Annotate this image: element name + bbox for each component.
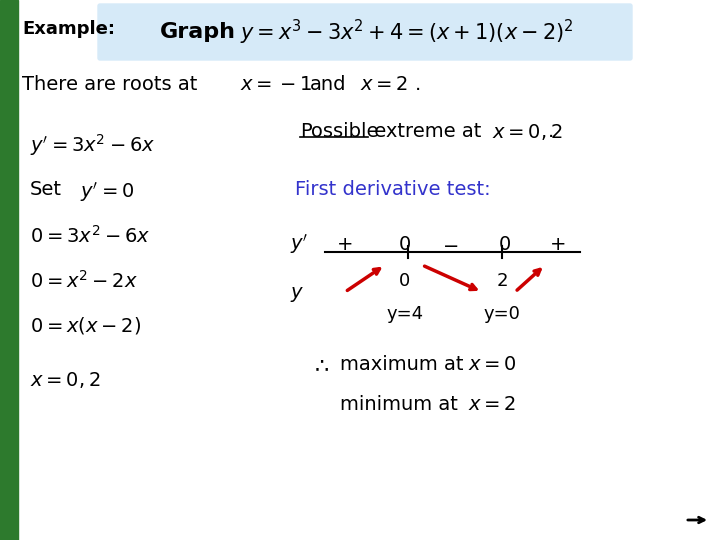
Text: 0: 0 — [399, 235, 411, 254]
Text: +: + — [337, 235, 354, 254]
Text: $y' = 3x^2 - 6x$: $y' = 3x^2 - 6x$ — [30, 132, 156, 158]
Text: $x = 0, 2$: $x = 0, 2$ — [30, 370, 101, 390]
Text: 2: 2 — [496, 272, 508, 290]
Text: and: and — [310, 75, 346, 94]
Text: y=4: y=4 — [387, 305, 423, 323]
Text: maximum at: maximum at — [340, 355, 464, 374]
Text: $y' = 0$: $y' = 0$ — [80, 180, 134, 204]
Text: 0: 0 — [400, 272, 410, 290]
Text: Possible: Possible — [300, 122, 379, 141]
Text: $x = 0$: $x = 0$ — [468, 355, 517, 374]
Text: .: . — [415, 75, 421, 94]
Text: y=0: y=0 — [484, 305, 521, 323]
Text: 0: 0 — [499, 235, 511, 254]
Text: $x = -1$: $x = -1$ — [240, 75, 312, 94]
Text: +: + — [550, 235, 566, 254]
FancyBboxPatch shape — [98, 4, 632, 60]
Text: $0 = x^2 - 2x$: $0 = x^2 - 2x$ — [30, 270, 138, 292]
Text: minimum at: minimum at — [340, 395, 458, 414]
Text: $x = 0, 2$: $x = 0, 2$ — [492, 122, 563, 142]
Text: extreme at: extreme at — [368, 122, 482, 141]
Text: $0 = x(x-2)$: $0 = x(x-2)$ — [30, 315, 141, 336]
Text: Graph: Graph — [160, 22, 236, 42]
Text: First derivative test:: First derivative test: — [295, 180, 490, 199]
Text: $y'$: $y'$ — [290, 232, 308, 256]
Text: $y = x^3 - 3x^2 + 4 = (x+1)(x-2)^2$: $y = x^3 - 3x^2 + 4 = (x+1)(x-2)^2$ — [240, 17, 574, 46]
Text: $y$: $y$ — [290, 285, 305, 304]
Bar — [0, 0, 18, 540]
Text: $x = 2$: $x = 2$ — [360, 75, 408, 94]
Text: $0 = 3x^2 - 6x$: $0 = 3x^2 - 6x$ — [30, 225, 150, 247]
Text: There are roots at: There are roots at — [22, 75, 197, 94]
Text: $\therefore$: $\therefore$ — [310, 355, 329, 375]
Text: Example:: Example: — [22, 20, 115, 38]
Text: $x = 2$: $x = 2$ — [468, 395, 516, 414]
Text: $-$: $-$ — [442, 235, 458, 254]
Text: .: . — [548, 122, 554, 141]
Text: Set: Set — [30, 180, 62, 199]
